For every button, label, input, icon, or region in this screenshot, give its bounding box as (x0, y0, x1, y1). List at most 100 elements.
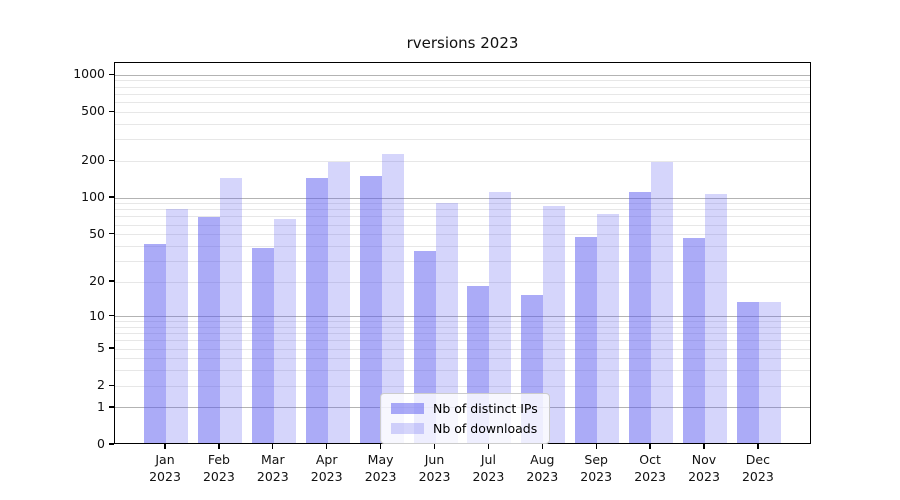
x-tick-mark (703, 444, 705, 449)
gridline-minor (115, 281, 810, 283)
bar-sep-downloads (597, 214, 620, 443)
x-tick-label-dec: Dec 2023 (741, 452, 774, 484)
bar-may-downloads (381, 153, 404, 443)
y-tick-mark (109, 73, 114, 75)
x-tick-mark (487, 444, 490, 449)
x-tick-label-oct: Oct 2023 (634, 452, 666, 484)
x-tick-label-jul: Jul 2023 (472, 452, 505, 484)
gridline-minor (115, 123, 810, 125)
chart-title: rversions 2023 (406, 34, 519, 52)
y-tick-label: 20 (89, 273, 105, 289)
legend-label: Nb of downloads (433, 421, 538, 436)
gridline-minor (115, 160, 810, 162)
x-tick-mark (272, 444, 274, 449)
bar-apr-downloads (327, 162, 350, 443)
x-tick-label-apr: Apr 2023 (310, 452, 343, 484)
gridline-minor (115, 348, 810, 350)
y-tick-mark (109, 159, 114, 161)
bar-sep-ips (575, 237, 598, 443)
y-tick-label: 1 (97, 398, 105, 414)
legend-swatch-downloads (391, 423, 424, 434)
gridline-minor (115, 333, 810, 335)
bar-dec-downloads (758, 301, 781, 443)
legend-item-distinct-ips: Nb of distinct IPs (391, 401, 538, 416)
x-tick-mark (379, 444, 382, 449)
bar-nov-downloads (705, 193, 727, 443)
bar-may-ips (359, 176, 382, 443)
gridline-minor (115, 139, 810, 141)
y-tick-mark (109, 443, 114, 445)
x-tick-mark (757, 444, 759, 449)
gridline-minor (115, 209, 810, 211)
bar-jan-downloads (166, 209, 188, 443)
gridline-minor (115, 203, 810, 205)
bar-jul-downloads (489, 192, 512, 443)
y-tick-label: 500 (81, 103, 105, 119)
x-tick-label-nov: Nov 2023 (688, 452, 720, 484)
bar-nov-ips (683, 238, 705, 443)
y-tick-mark (109, 406, 114, 408)
y-tick-mark (109, 196, 114, 198)
y-tick-label: 1000 (73, 66, 105, 82)
bar-dec-ips (736, 301, 759, 443)
x-tick-mark (433, 444, 436, 449)
y-tick-label: 200 (81, 152, 105, 168)
legend-swatch-distinct-ips (391, 403, 424, 414)
x-tick-label-mar: Mar 2023 (256, 452, 289, 484)
gridline-major (115, 316, 810, 318)
y-tick-label: 0 (97, 436, 105, 451)
x-tick-label-jan: Jan 2023 (149, 452, 181, 484)
gridline-minor (115, 93, 810, 95)
x-tick-mark (595, 444, 597, 449)
gridline-minor (115, 358, 810, 360)
bar-jun-downloads (435, 202, 458, 443)
gridline-minor (115, 321, 810, 323)
x-tick-label-feb: Feb 2023 (202, 452, 235, 484)
x-tick-label-sep: Sep 2023 (580, 452, 613, 484)
bar-oct-ips (629, 192, 652, 443)
x-tick-mark (649, 444, 651, 449)
bar-mar-downloads (273, 218, 296, 443)
y-tick-mark (109, 110, 114, 113)
legend-item-downloads: Nb of downloads (391, 421, 538, 436)
gridline-minor (115, 224, 810, 226)
bar-mar-ips (251, 248, 274, 443)
gridline-minor (115, 80, 810, 82)
legend-label: Nb of distinct IPs (433, 401, 538, 416)
legend: Nb of distinct IPs Nb of downloads (380, 393, 550, 444)
x-tick-mark (218, 444, 220, 449)
bar-apr-ips (305, 178, 328, 443)
y-tick-mark (109, 280, 114, 282)
bar-jan-ips (144, 244, 166, 443)
gridline-minor (115, 111, 810, 113)
x-tick-mark (326, 444, 328, 449)
gridline-major (115, 74, 810, 76)
gridline-minor (115, 216, 810, 218)
gridline-minor (115, 234, 810, 236)
y-tick-label: 100 (81, 189, 105, 205)
gridline-minor (115, 370, 810, 372)
y-tick-label: 10 (89, 307, 105, 323)
bar-aug-downloads (543, 205, 566, 443)
x-tick-label-aug: Aug 2023 (526, 452, 559, 484)
gridline-major (115, 197, 810, 199)
gridline-minor (115, 260, 810, 262)
y-tick-mark (109, 347, 114, 349)
gridline-minor (115, 340, 810, 342)
y-tick-mark (109, 315, 114, 317)
x-tick-mark (541, 444, 543, 449)
gridline-minor (115, 86, 810, 88)
y-tick-label: 50 (89, 225, 105, 241)
y-tick-label: 5 (97, 340, 105, 356)
y-tick-mark (109, 384, 114, 386)
gridline-minor (115, 245, 810, 247)
x-tick-label-jun: Jun 2023 (418, 452, 451, 484)
gridline-minor (115, 102, 810, 104)
y-tick-mark (109, 232, 114, 235)
gridline-minor (115, 385, 810, 387)
plot-area: Nb of distinct IPs Nb of downloads (114, 62, 811, 444)
bar-oct-downloads (651, 162, 674, 443)
bar-feb-downloads (219, 177, 242, 443)
bar-feb-ips (197, 216, 220, 443)
